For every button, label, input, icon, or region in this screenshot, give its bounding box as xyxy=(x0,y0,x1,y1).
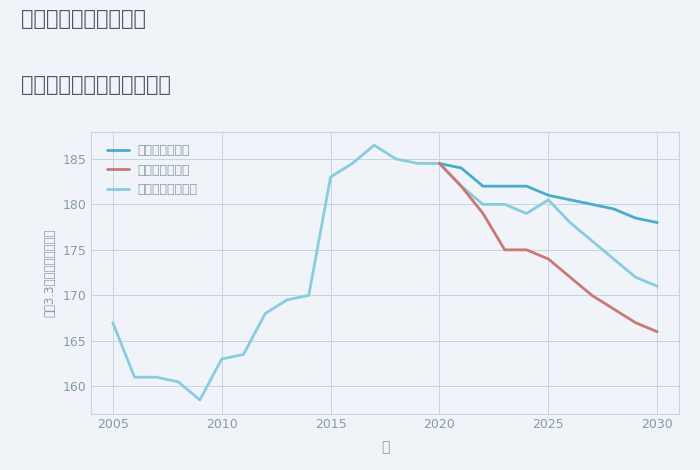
グッドシナリオ xyxy=(435,161,444,166)
ノーマルシナリオ xyxy=(152,375,160,380)
ノーマルシナリオ xyxy=(457,183,466,189)
ノーマルシナリオ xyxy=(522,211,531,216)
ノーマルシナリオ xyxy=(108,320,117,325)
バッドシナリオ xyxy=(631,320,640,325)
バッドシナリオ xyxy=(457,183,466,189)
ノーマルシナリオ xyxy=(218,356,226,362)
ノーマルシナリオ xyxy=(588,238,596,243)
グッドシナリオ xyxy=(653,220,662,226)
Line: グッドシナリオ: グッドシナリオ xyxy=(440,164,657,223)
ノーマルシナリオ xyxy=(500,202,509,207)
バッドシナリオ xyxy=(653,329,662,335)
グッドシナリオ xyxy=(566,197,574,203)
バッドシナリオ xyxy=(435,161,444,166)
ノーマルシナリオ xyxy=(326,174,335,180)
グッドシナリオ xyxy=(479,183,487,189)
ノーマルシナリオ xyxy=(283,297,291,303)
Y-axis label: 坪（3.3㎡）単価（万円）: 坪（3.3㎡）単価（万円） xyxy=(43,228,57,317)
ノーマルシナリオ xyxy=(653,283,662,289)
ノーマルシナリオ xyxy=(479,202,487,207)
ノーマルシナリオ xyxy=(370,142,378,148)
バッドシナリオ xyxy=(610,306,618,312)
バッドシナリオ xyxy=(566,274,574,280)
ノーマルシナリオ xyxy=(435,161,444,166)
グッドシナリオ xyxy=(500,183,509,189)
ノーマルシナリオ xyxy=(348,161,356,166)
ノーマルシナリオ xyxy=(261,311,270,316)
グッドシナリオ xyxy=(610,206,618,212)
ノーマルシナリオ xyxy=(174,379,182,384)
ノーマルシナリオ xyxy=(130,375,139,380)
Text: 中古マンションの価格推移: 中古マンションの価格推移 xyxy=(21,75,171,95)
ノーマルシナリオ xyxy=(544,197,552,203)
Legend: グッドシナリオ, バッドシナリオ, ノーマルシナリオ: グッドシナリオ, バッドシナリオ, ノーマルシナリオ xyxy=(103,141,201,200)
Line: ノーマルシナリオ: ノーマルシナリオ xyxy=(113,145,657,400)
グッドシナリオ xyxy=(522,183,531,189)
バッドシナリオ xyxy=(522,247,531,253)
ノーマルシナリオ xyxy=(414,161,422,166)
Line: バッドシナリオ: バッドシナリオ xyxy=(440,164,657,332)
ノーマルシナリオ xyxy=(566,220,574,226)
バッドシナリオ xyxy=(588,292,596,298)
バッドシナリオ xyxy=(479,211,487,216)
バッドシナリオ xyxy=(544,256,552,262)
ノーマルシナリオ xyxy=(196,397,204,403)
グッドシナリオ xyxy=(631,215,640,221)
ノーマルシナリオ xyxy=(304,292,313,298)
ノーマルシナリオ xyxy=(239,352,248,357)
ノーマルシナリオ xyxy=(631,274,640,280)
グッドシナリオ xyxy=(544,192,552,198)
グッドシナリオ xyxy=(588,202,596,207)
バッドシナリオ xyxy=(500,247,509,253)
Text: 兵庫県西宮市枝川町の: 兵庫県西宮市枝川町の xyxy=(21,9,146,30)
グッドシナリオ xyxy=(457,165,466,171)
X-axis label: 年: 年 xyxy=(381,440,389,454)
ノーマルシナリオ xyxy=(610,256,618,262)
ノーマルシナリオ xyxy=(392,156,400,162)
